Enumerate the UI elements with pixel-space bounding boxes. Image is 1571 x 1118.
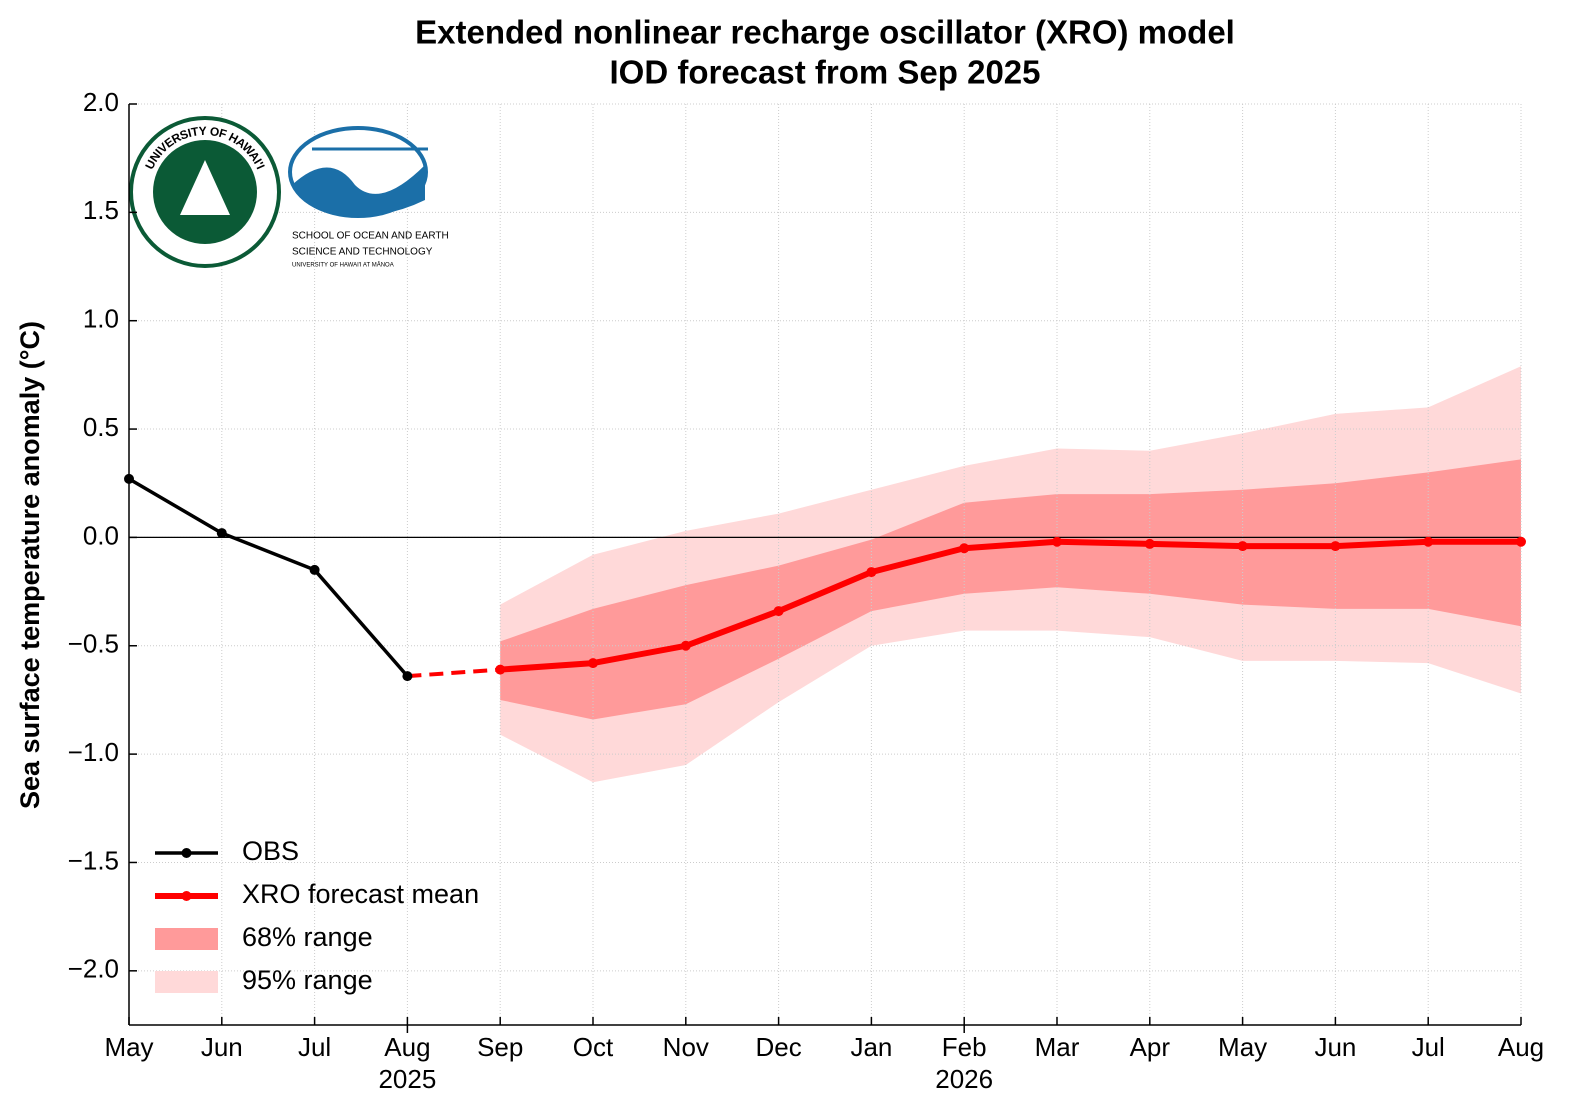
legend-swatch [155,971,218,993]
y-axis-label: Sea surface temperature anomaly (°C) [15,321,45,809]
logo-torch [180,160,230,215]
point [495,664,506,675]
legend-label: XRO forecast mean [242,879,479,909]
y-tick-label: 0.5 [83,412,119,442]
logo-wave [292,165,425,217]
x-tick-label: Aug [384,1032,430,1062]
chart-title: Extended nonlinear recharge oscillator (… [415,14,1235,51]
logo-text: SCHOOL OF OCEAN AND EARTH [292,231,449,242]
y-tick-label: 1.0 [83,304,119,334]
point [402,671,413,682]
x-tick-label: Sep [477,1032,523,1062]
x-tick-label: Jul [1412,1032,1445,1062]
legend-label: 95% range [242,965,373,995]
y-tick-label: −1.0 [68,737,119,767]
point [1144,538,1155,549]
forecast-connector [407,667,501,679]
y-tick-label: 0.0 [83,520,119,550]
series-line [128,477,409,678]
x-tick-label: Mar [1035,1032,1080,1062]
x-tick-label: Jan [850,1032,892,1062]
logo-text: UNIVERSITY OF HAWAI'I AT MĀNOA [292,262,394,269]
series-line [499,538,1521,673]
point [588,658,598,669]
point [773,606,784,617]
point [1330,541,1341,552]
logo-text: SCIENCE AND TECHNOLOGY [292,247,433,258]
x-tick-label: May [1218,1032,1267,1062]
x-tick-label: Jul [298,1032,331,1062]
point [680,640,691,651]
legend-swatch [155,928,218,950]
legend-label: OBS [242,836,299,866]
point [1423,536,1434,547]
range-band [500,459,1521,720]
y-tick-label: −0.5 [68,629,119,659]
x-tick-label: Feb [942,1032,987,1062]
y-tick-label: 1.5 [83,195,119,225]
x-year-label: 2026 [935,1064,993,1094]
legend-label: 68% range [242,922,373,952]
point [1237,541,1248,552]
y-tick-label: 2.0 [83,87,119,117]
point [1516,536,1526,547]
bands [500,366,1521,783]
y-tick-label: −2.0 [68,954,119,984]
point [309,564,320,575]
point [959,543,970,554]
x-tick-label: Apr [1130,1032,1171,1062]
x-tick-label: May [104,1032,153,1062]
point [1052,536,1062,547]
y-tick-label: −1.5 [68,845,119,875]
x-tick-label: Jun [201,1032,243,1062]
x-tick-label: Aug [1498,1032,1544,1062]
logo-uh: UNIVERSITY OF HAWAI'I [129,116,281,268]
x-tick-label: Nov [663,1032,709,1062]
x-tick-label: Dec [755,1032,801,1062]
x-year-label: 2025 [378,1064,436,1094]
point [124,473,134,484]
x-tick-label: Jun [1314,1032,1356,1062]
point [866,567,877,578]
legend-marker [181,848,192,858]
legend-marker [181,891,192,901]
logo-soest: SCHOOL OF OCEAN AND EARTH SCIENCE AND TE… [288,126,449,269]
x-tick-label: Oct [573,1032,614,1062]
point [216,528,227,539]
chart-subtitle: IOD forecast from Sep 2025 [610,54,1041,91]
